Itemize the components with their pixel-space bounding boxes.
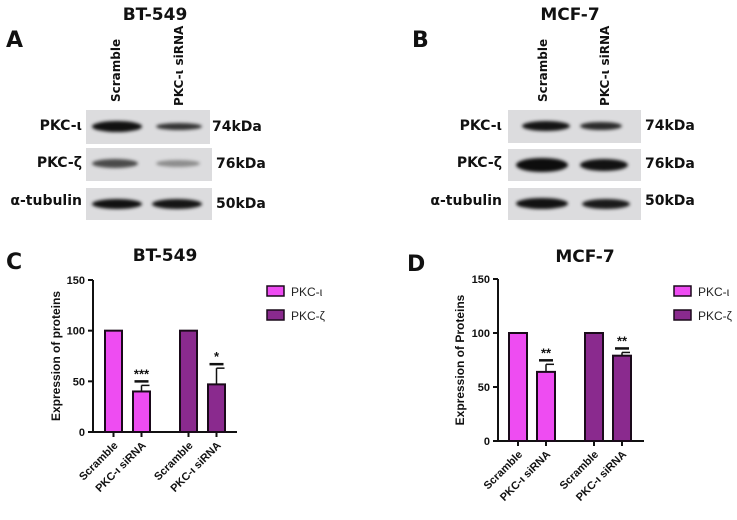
panel-b-title: MCF-7 [540, 5, 600, 25]
band [516, 198, 568, 209]
chart-c-title: BT-549 [132, 246, 198, 266]
band [522, 121, 570, 131]
blot-label-pkc-iota: PKC-ι [459, 118, 502, 134]
significance-marker: *** [134, 366, 150, 381]
panel-a-title: BT-549 [122, 5, 188, 25]
y-tick-label: 0 [79, 427, 85, 439]
panel-letter-a: A [6, 28, 24, 53]
bar [207, 383, 226, 434]
x-category-label: PKC-ι siRNA [574, 449, 629, 504]
y-tick-label: 100 [472, 328, 490, 340]
band [92, 159, 138, 168]
legend-swatch [266, 309, 285, 321]
panel-letter-b: B [412, 28, 429, 53]
band [92, 199, 142, 209]
bar [179, 329, 198, 433]
x-category-label: PKC-ι siRNA [168, 440, 223, 495]
bar [104, 329, 123, 433]
significance-marker: ** [541, 345, 552, 360]
y-tick-label: 150 [472, 274, 490, 286]
lane-label-scramble: Scramble [109, 38, 123, 102]
legend-label: PKC-ζ [698, 309, 733, 323]
kda-label: 76kDa [216, 156, 266, 172]
blot-label-pkc-iota: PKC-ι [39, 118, 82, 134]
y-axis-label: Expression of Proteins [453, 294, 467, 425]
legend-swatch [673, 285, 692, 297]
blot-row-pkc-zeta [508, 149, 641, 181]
blot-row-alpha-tubulin [86, 188, 212, 220]
band [156, 123, 202, 130]
blot-row-pkc-zeta [86, 148, 212, 181]
band [580, 159, 628, 171]
panel-letter-d: D [407, 252, 426, 277]
chart-d-title: MCF-7 [555, 247, 615, 267]
y-tick-label: 0 [484, 436, 490, 448]
band [92, 121, 142, 132]
legend-label: PKC-ι [698, 285, 730, 299]
y-tick-label: 50 [73, 376, 85, 388]
y-tick-label: 100 [67, 326, 85, 338]
band [582, 199, 630, 209]
bar [612, 354, 632, 442]
band [152, 199, 202, 209]
legend-label: PKC-ζ [291, 309, 326, 323]
kda-label: 50kDa [216, 196, 266, 212]
bar [508, 332, 528, 442]
y-tick-label: 150 [67, 275, 85, 287]
significance-marker: * [214, 349, 220, 364]
x-category-label: PKC-ι siRNA [93, 440, 148, 495]
kda-label: 74kDa [212, 119, 262, 135]
lane-label-sirna: PKC-ι siRNA [598, 25, 612, 106]
legend-swatch [266, 285, 285, 297]
band [156, 160, 200, 167]
blot-label-pkc-zeta: PKC-ζ [456, 155, 502, 171]
kda-label: 74kDa [645, 118, 695, 134]
band [516, 158, 568, 172]
kda-label: 50kDa [645, 193, 695, 209]
blot-row-pkc-iota [86, 110, 210, 144]
lane-label-scramble: Scramble [536, 38, 550, 102]
kda-label: 76kDa [645, 156, 695, 172]
blot-label-alpha-tubulin: α-tubulin [10, 193, 82, 209]
bar [584, 332, 604, 442]
bar [132, 390, 151, 433]
lane-label-sirna: PKC-ι siRNA [172, 25, 186, 106]
blot-row-alpha-tubulin [508, 188, 641, 220]
x-category-label: PKC-ι siRNA [498, 449, 553, 504]
blot-row-pkc-iota [508, 110, 641, 143]
blot-label-alpha-tubulin: α-tubulin [430, 193, 502, 209]
band [580, 122, 622, 130]
panel-letter-c: C [6, 250, 23, 275]
y-axis-label: Expression of proteins [49, 291, 63, 421]
y-tick-label: 50 [478, 382, 490, 394]
legend-label: PKC-ι [291, 285, 323, 299]
significance-marker: ** [617, 333, 628, 348]
blot-label-pkc-zeta: PKC-ζ [36, 155, 82, 171]
bar [536, 370, 556, 442]
legend-swatch [673, 309, 692, 321]
